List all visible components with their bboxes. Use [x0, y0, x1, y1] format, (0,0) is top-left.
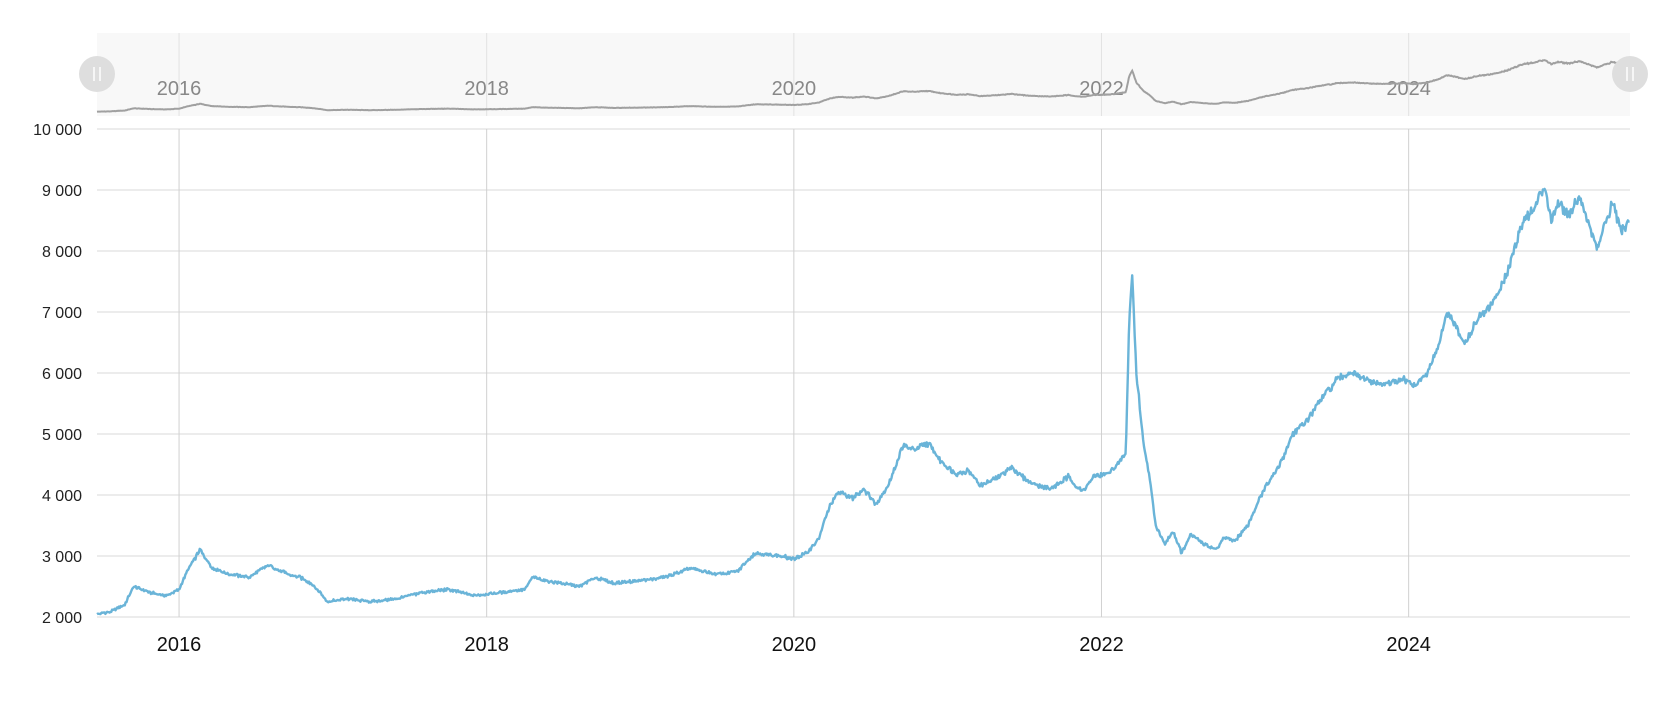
x-tick-label: 2024 — [1386, 634, 1431, 656]
navigator-gridlines — [178, 33, 1410, 116]
navigator-handle-left[interactable] — [79, 56, 115, 92]
navigator-series-line — [96, 59, 1630, 113]
navigator-tick-label: 2018 — [464, 78, 509, 100]
y-tick-label: 9 000 — [42, 183, 82, 200]
navigator-handle-right[interactable] — [1612, 56, 1648, 92]
y-tick-label: 2 000 — [42, 610, 82, 627]
x-tick-label: 2022 — [1079, 634, 1124, 656]
x-axis-tick-labels: 2016 2018 2020 2022 2024 — [157, 634, 1431, 656]
navigator-tick-label: 2020 — [772, 78, 817, 100]
y-tick-label: 6 000 — [42, 366, 82, 383]
drag-handle-icon — [93, 67, 101, 81]
y-tick-label: 7 000 — [42, 305, 82, 322]
y-axis-tick-labels: 2 000 3 000 4 000 5 000 6 000 7 000 8 000 9 000… — [33, 122, 82, 627]
x-tick-label: 2020 — [772, 634, 817, 656]
y-tick-label: 8 000 — [42, 244, 82, 261]
y-tick-label: 3 000 — [42, 549, 82, 566]
vertical-gridlines — [178, 129, 1410, 617]
drag-handle-icon — [1626, 67, 1634, 81]
y-tick-label: 10 000 — [33, 122, 82, 139]
x-tick-label: 2018 — [464, 634, 509, 656]
main-plot-area: 2 000 3 000 4 000 5 000 6 000 7 000 8 000 9 000… — [33, 122, 1630, 656]
navigator-background — [97, 33, 1630, 116]
x-tick-label: 2016 — [157, 634, 202, 656]
y-tick-label: 4 000 — [42, 488, 82, 505]
navigator-tick-label: 2016 — [157, 78, 202, 100]
horizontal-gridlines — [97, 128, 1630, 618]
y-tick-label: 5 000 — [42, 427, 82, 444]
range-navigator[interactable]: 2016 2018 2020 2022 2024 — [79, 33, 1648, 116]
price-series-line — [96, 187, 1630, 616]
navigator-tick-label: 2024 — [1386, 78, 1431, 100]
